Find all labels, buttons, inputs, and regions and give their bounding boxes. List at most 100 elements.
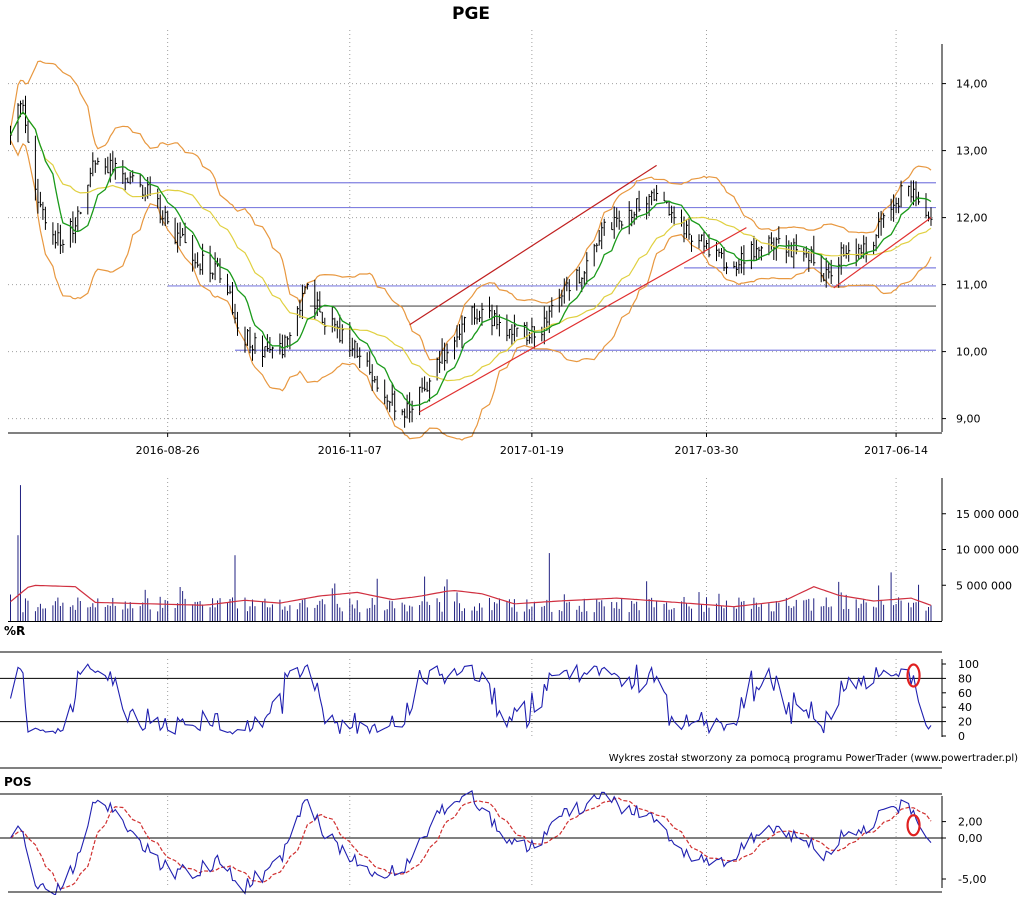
- price-bar-236: [838, 257, 841, 288]
- price-bar-5: [27, 120, 30, 143]
- price-bar-114: [409, 392, 412, 423]
- price-bar-245: [865, 236, 868, 263]
- price-bar-109: [391, 383, 394, 406]
- price-bar-97: [351, 337, 354, 357]
- pos-line: [10, 790, 932, 896]
- price-bar-8: [39, 191, 42, 208]
- price-bar-259: [915, 181, 918, 207]
- price-bar-212: [753, 235, 756, 261]
- price-bar-32: [124, 172, 127, 191]
- price-bar-158: [563, 278, 566, 304]
- price-bar-195: [691, 235, 694, 252]
- price-bar-248: [878, 212, 881, 239]
- price-bar-246: [873, 241, 876, 255]
- date-axis-label: 2017-03-30: [675, 444, 739, 457]
- price-bar-113: [406, 394, 409, 419]
- price-bar-86: [314, 279, 317, 320]
- price-bar-112: [404, 408, 407, 428]
- price-bar-24: [94, 160, 97, 173]
- price-bar-216: [768, 235, 771, 256]
- price-bar-213: [755, 239, 758, 261]
- price-bar-47: [177, 222, 180, 253]
- price-bar-11: [52, 222, 55, 245]
- price-bar-261: [925, 193, 928, 219]
- price-bar-102: [369, 351, 372, 375]
- price-bar-58: [214, 252, 217, 281]
- price-y-tick-label: 11,00: [956, 279, 988, 292]
- price-bar-160: [568, 279, 571, 301]
- price-bar-42: [159, 194, 162, 224]
- price-bar-181: [646, 196, 649, 220]
- date-axis-label: 2016-11-07: [318, 444, 382, 457]
- price-bar-188: [668, 201, 671, 216]
- price-bar-68: [249, 327, 252, 354]
- price-bar-63: [232, 282, 235, 315]
- date-axis-label: 2016-08-26: [136, 444, 200, 457]
- price-bar-15: [62, 239, 65, 253]
- price-bar-235: [830, 259, 833, 284]
- volume-average-line: [10, 584, 932, 608]
- price-bar-96: [349, 322, 352, 357]
- price-bar-215: [760, 246, 763, 261]
- price-bar-60: [219, 258, 222, 283]
- price-bar-175: [621, 220, 624, 229]
- pos-signal-line: [10, 797, 932, 889]
- price-bar-233: [825, 257, 828, 288]
- price-bar-105: [376, 375, 379, 392]
- price-bar-211: [750, 241, 753, 270]
- price-bar-101: [366, 352, 369, 367]
- price-bar-139: [496, 305, 499, 330]
- price-bar-82: [299, 299, 302, 318]
- price-bar-125: [446, 343, 449, 364]
- price-bar-13: [57, 223, 60, 246]
- price-bar-90: [324, 317, 327, 335]
- price-bar-19: [77, 206, 80, 232]
- price-bar-239: [845, 245, 848, 259]
- price-bar-69: [252, 344, 255, 361]
- price-bar-198: [703, 231, 706, 254]
- price-panel: 9,00 10,00 11,00 12,00 13,00 14,00 2016-08-26 2…: [8, 30, 988, 457]
- price-bar-142: [508, 328, 511, 339]
- price-bar-64: [234, 303, 237, 324]
- price-bar-150: [533, 326, 536, 349]
- price-bar-71: [262, 335, 265, 367]
- price-bar-130: [464, 316, 467, 333]
- price-bar-65: [237, 311, 240, 336]
- price-bar-106: [384, 379, 387, 405]
- price-bar-108: [389, 400, 392, 413]
- price-bar-57: [212, 272, 215, 280]
- price-bar-199: [706, 239, 709, 250]
- price-bar-180: [638, 190, 641, 212]
- price-bar-7: [37, 178, 40, 214]
- price-bar-77: [281, 334, 284, 359]
- price-bar-193: [686, 219, 689, 238]
- price-y-tick-label: 13,00: [956, 145, 988, 158]
- price-bar-61: [227, 273, 230, 296]
- price-bar-131: [471, 305, 474, 325]
- price-bar-9: [42, 201, 45, 220]
- price-bar-111: [401, 409, 404, 416]
- price-bar-92: [334, 317, 337, 332]
- price-bar-93: [336, 320, 339, 339]
- price-bar-53: [197, 252, 200, 268]
- trend-line-0: [409, 164, 657, 326]
- price-bar-256: [908, 185, 911, 197]
- price-bar-156: [558, 288, 561, 313]
- price-bar-74: [269, 337, 272, 353]
- price-bar-157: [561, 289, 564, 307]
- price-bar-49: [182, 228, 185, 237]
- price-bar-76: [279, 333, 282, 355]
- price-bar-252: [893, 194, 896, 222]
- price-bar-161: [576, 269, 579, 291]
- price-bar-242: [858, 243, 861, 260]
- trend-line-2: [833, 217, 932, 289]
- price-bar-243: [860, 244, 863, 259]
- price-bar-22: [89, 167, 92, 188]
- price-bar-25: [97, 157, 100, 165]
- price-bar-73: [266, 334, 269, 352]
- price-bar-249: [880, 210, 883, 236]
- williams-r-y-tick-label: 40: [958, 701, 972, 714]
- price-bar-44: [164, 205, 167, 226]
- price-bar-1: [17, 103, 20, 143]
